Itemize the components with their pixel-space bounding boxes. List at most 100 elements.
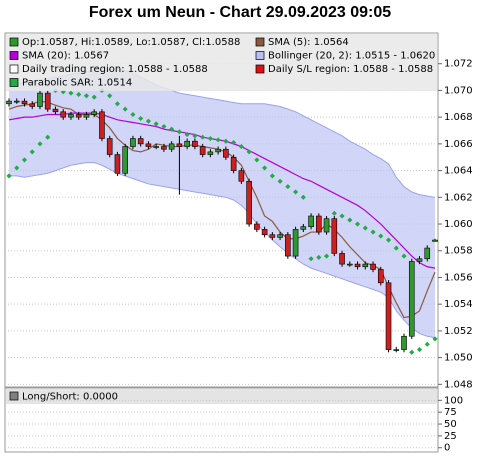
- sar-dot: [83, 93, 90, 99]
- y-tick-label: 1.056: [444, 272, 473, 283]
- legend-label: Daily S/L region: 1.0588 - 1.0588: [268, 64, 433, 75]
- sar-dot: [370, 229, 376, 235]
- candle-body: [261, 229, 268, 236]
- sar-dot: [176, 129, 182, 135]
- candle-body: [377, 269, 384, 284]
- y-tick-label: 1.062: [444, 192, 473, 203]
- sar-dot: [331, 210, 337, 216]
- legend-label: Daily trading region: 1.0588 - 1.0588: [22, 64, 208, 75]
- y-tick-label: 1.058: [444, 246, 473, 257]
- candle-body: [21, 100, 28, 105]
- candle-body: [130, 138, 136, 147]
- candle-body: [416, 258, 423, 262]
- candle-body: [184, 140, 190, 147]
- bollinger-lower: [9, 162, 436, 339]
- candle-body: [408, 261, 415, 337]
- candle-body: [238, 170, 245, 182]
- sar-dot: [238, 144, 244, 150]
- sar-dot: [21, 157, 28, 163]
- candle-body: [106, 138, 113, 155]
- legend-label: SMA (5): 1.0564: [268, 37, 349, 48]
- candle-body: [44, 92, 51, 110]
- legend-swatch: [255, 37, 265, 47]
- candle-body: [91, 111, 97, 115]
- candle-body: [68, 114, 74, 118]
- y-tick-label: 100: [444, 395, 463, 406]
- y-tick-label: 1.050: [444, 353, 473, 364]
- legend-swatch: [255, 64, 265, 74]
- candle-body: [122, 146, 128, 174]
- candle-body: [13, 100, 20, 103]
- candle-body: [362, 263, 369, 268]
- sar-dot: [409, 349, 415, 355]
- candle-body: [269, 234, 276, 238]
- sar-dot: [339, 213, 345, 219]
- legend-swatch: [255, 51, 265, 60]
- sar-dot: [277, 178, 283, 184]
- candle-body: [370, 263, 376, 270]
- candle-body: [385, 282, 392, 350]
- y-tick-label: 0: [444, 443, 450, 454]
- sar-dot: [200, 134, 206, 140]
- y-tick-label: 1.060: [444, 219, 473, 230]
- candle-body: [223, 148, 229, 158]
- legend-label: Bollinger (20, 2): 1.0515 - 1.0620: [268, 51, 435, 62]
- sar-dot: [76, 91, 82, 97]
- candle-body: [300, 226, 307, 230]
- y-tick-label: 1.068: [444, 112, 473, 123]
- candle-body: [308, 215, 314, 227]
- candle-body: [323, 218, 330, 233]
- sar-dot: [184, 131, 190, 138]
- legend-swatch: [9, 51, 19, 60]
- candle-body: [137, 138, 144, 145]
- candle-body: [230, 156, 237, 171]
- y-tick-label: 1.072: [444, 59, 473, 70]
- candle-body: [277, 234, 283, 238]
- legend-label: Parabolic SAR: 1.0514: [22, 78, 132, 89]
- y-tick-label: 1.052: [444, 326, 473, 337]
- y-tick-label: 1.064: [444, 166, 473, 177]
- legend-swatch: [9, 37, 19, 47]
- sar-dot: [114, 101, 120, 107]
- candle-body: [346, 263, 353, 266]
- candle-body: [393, 349, 400, 351]
- candle-body: [432, 239, 438, 242]
- candle-body: [316, 215, 322, 233]
- sar-dot: [215, 137, 221, 143]
- legend-swatch: [9, 64, 19, 74]
- sar-dot: [169, 126, 175, 132]
- sar-dot: [416, 347, 423, 353]
- candle-body: [75, 114, 82, 118]
- legend-label: Long/Short: 0.0000: [22, 392, 118, 403]
- sma-line: [8, 112, 436, 269]
- candle-body: [354, 263, 361, 268]
- legend-bg: [6, 34, 437, 91]
- candle-body: [6, 100, 12, 105]
- y-tick-label: 50: [444, 419, 457, 430]
- sar-dot: [354, 221, 361, 227]
- candle-body: [161, 146, 167, 150]
- sar-dot: [192, 133, 198, 139]
- candle-body: [153, 146, 159, 148]
- candle-body: [339, 253, 345, 265]
- candle-body: [99, 111, 105, 139]
- sar-dot: [432, 336, 438, 342]
- candle-body: [83, 114, 90, 118]
- y-tick-label: 1.066: [444, 139, 473, 150]
- y-tick-label: 75: [444, 407, 457, 418]
- sar-dot: [223, 138, 229, 144]
- sar-dot: [293, 189, 299, 195]
- legend-swatch: [9, 78, 19, 87]
- sar-dot: [347, 217, 353, 223]
- sar-dot: [231, 139, 237, 146]
- candle-body: [207, 151, 214, 155]
- y-tick-label: 25: [444, 431, 457, 442]
- candle-body: [199, 146, 206, 155]
- candle-body: [176, 143, 183, 147]
- candle-body: [331, 218, 338, 254]
- candle-body: [401, 335, 407, 350]
- sar-dot: [300, 194, 306, 200]
- candle-body: [292, 229, 299, 257]
- candle-body: [52, 108, 59, 113]
- candle-body: [246, 180, 252, 225]
